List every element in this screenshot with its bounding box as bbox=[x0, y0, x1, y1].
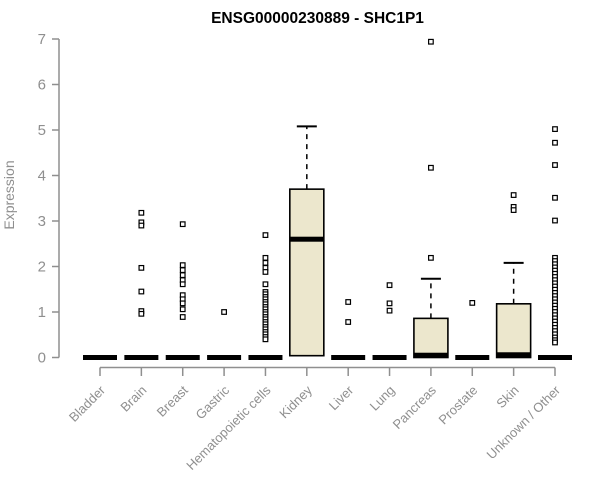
median-lung bbox=[372, 355, 407, 360]
y-tick-label: 7 bbox=[38, 31, 46, 48]
y-tick-label: 3 bbox=[38, 213, 46, 230]
outlier-point-lung bbox=[386, 300, 393, 307]
x-tick-label-bladder: Bladder bbox=[66, 382, 109, 425]
box-pancreas bbox=[413, 317, 449, 359]
outlier-point-hematopoietic-cells bbox=[262, 281, 269, 288]
median-hematopoietic-cells bbox=[248, 355, 283, 360]
outlier-point-breast bbox=[179, 300, 186, 307]
median-unknown-other bbox=[538, 355, 572, 360]
outlier-point-unknown-other bbox=[552, 194, 558, 201]
x-tick-label-breast: Breast bbox=[154, 382, 191, 419]
outlier-point-gastric bbox=[221, 309, 227, 315]
x-tick-label-liver: Liver bbox=[326, 382, 357, 413]
outlier-point-brain bbox=[138, 209, 145, 216]
outlier-point-breast bbox=[179, 221, 186, 228]
outlier-point-liver bbox=[345, 299, 352, 305]
x-tick-label-gastric: Gastric bbox=[192, 382, 232, 422]
y-tick-label: 0 bbox=[38, 350, 46, 367]
median-brain bbox=[124, 355, 159, 360]
outlier-point-unknown-other bbox=[552, 339, 558, 346]
outlier-point-lung bbox=[386, 282, 393, 289]
median-liver bbox=[331, 355, 366, 360]
outlier-point-lung bbox=[386, 307, 393, 314]
x-tick-label-pancreas: Pancreas bbox=[390, 382, 440, 432]
y-tick-label: 6 bbox=[38, 77, 46, 94]
outlier-point-hematopoietic-cells bbox=[262, 254, 269, 261]
outlier-point-hematopoietic-cells bbox=[262, 269, 269, 275]
outlier-point-liver bbox=[345, 319, 352, 325]
outlier-point-hematopoietic-cells bbox=[262, 259, 269, 266]
y-tick-label: 5 bbox=[38, 122, 46, 139]
median-kidney bbox=[289, 236, 324, 242]
outlier-point-hematopoietic-cells bbox=[262, 336, 269, 343]
median-bladder bbox=[83, 355, 117, 360]
outlier-point-breast bbox=[179, 306, 186, 313]
outlier-point-brain bbox=[138, 222, 145, 229]
median-gastric bbox=[207, 355, 242, 360]
median-prostate bbox=[455, 355, 490, 360]
outlier-point-skin bbox=[510, 207, 517, 213]
median-skin bbox=[496, 352, 531, 358]
outlier-point-unknown-other bbox=[552, 139, 558, 146]
median-pancreas bbox=[413, 352, 448, 358]
outlier-point-breast bbox=[179, 272, 186, 279]
outlier-point-brain bbox=[138, 264, 145, 271]
y-tick-label: 2 bbox=[38, 259, 46, 276]
outlier-point-prostate bbox=[469, 300, 476, 306]
outlier-point-hematopoietic-cells bbox=[262, 232, 269, 239]
outlier-point-breast bbox=[179, 262, 186, 269]
box-kidney bbox=[289, 188, 325, 357]
outlier-point-breast bbox=[179, 281, 186, 288]
chart-title: ENSG00000230889 - SHC1P1 bbox=[211, 10, 424, 27]
x-tick-label-lung: Lung bbox=[367, 383, 398, 414]
outlier-point-brain bbox=[138, 288, 145, 295]
x-tick-label-skin: Skin bbox=[493, 383, 521, 411]
outlier-point-pancreas bbox=[428, 38, 434, 45]
outlier-point-pancreas bbox=[428, 254, 434, 261]
y-tick-label: 4 bbox=[38, 168, 46, 185]
outlier-point-unknown-other bbox=[552, 217, 558, 224]
outlier-point-breast bbox=[179, 314, 186, 320]
outlier-point-pancreas bbox=[428, 164, 434, 171]
outlier-point-skin bbox=[510, 192, 517, 198]
median-breast bbox=[165, 355, 200, 360]
outlier-point-breast bbox=[179, 267, 186, 274]
x-tick-label-unknown-other: Unknown / Other bbox=[484, 382, 564, 462]
box-skin bbox=[495, 303, 532, 359]
outlier-point-unknown-other bbox=[552, 126, 558, 132]
x-tick-label-brain: Brain bbox=[117, 383, 149, 415]
x-tick-label-prostate: Prostate bbox=[436, 383, 481, 428]
outlier-point-brain bbox=[138, 310, 145, 317]
x-tick-label-kidney: Kidney bbox=[276, 382, 315, 421]
outlier-point-unknown-other bbox=[552, 162, 558, 168]
y-tick-label: 1 bbox=[38, 304, 46, 321]
